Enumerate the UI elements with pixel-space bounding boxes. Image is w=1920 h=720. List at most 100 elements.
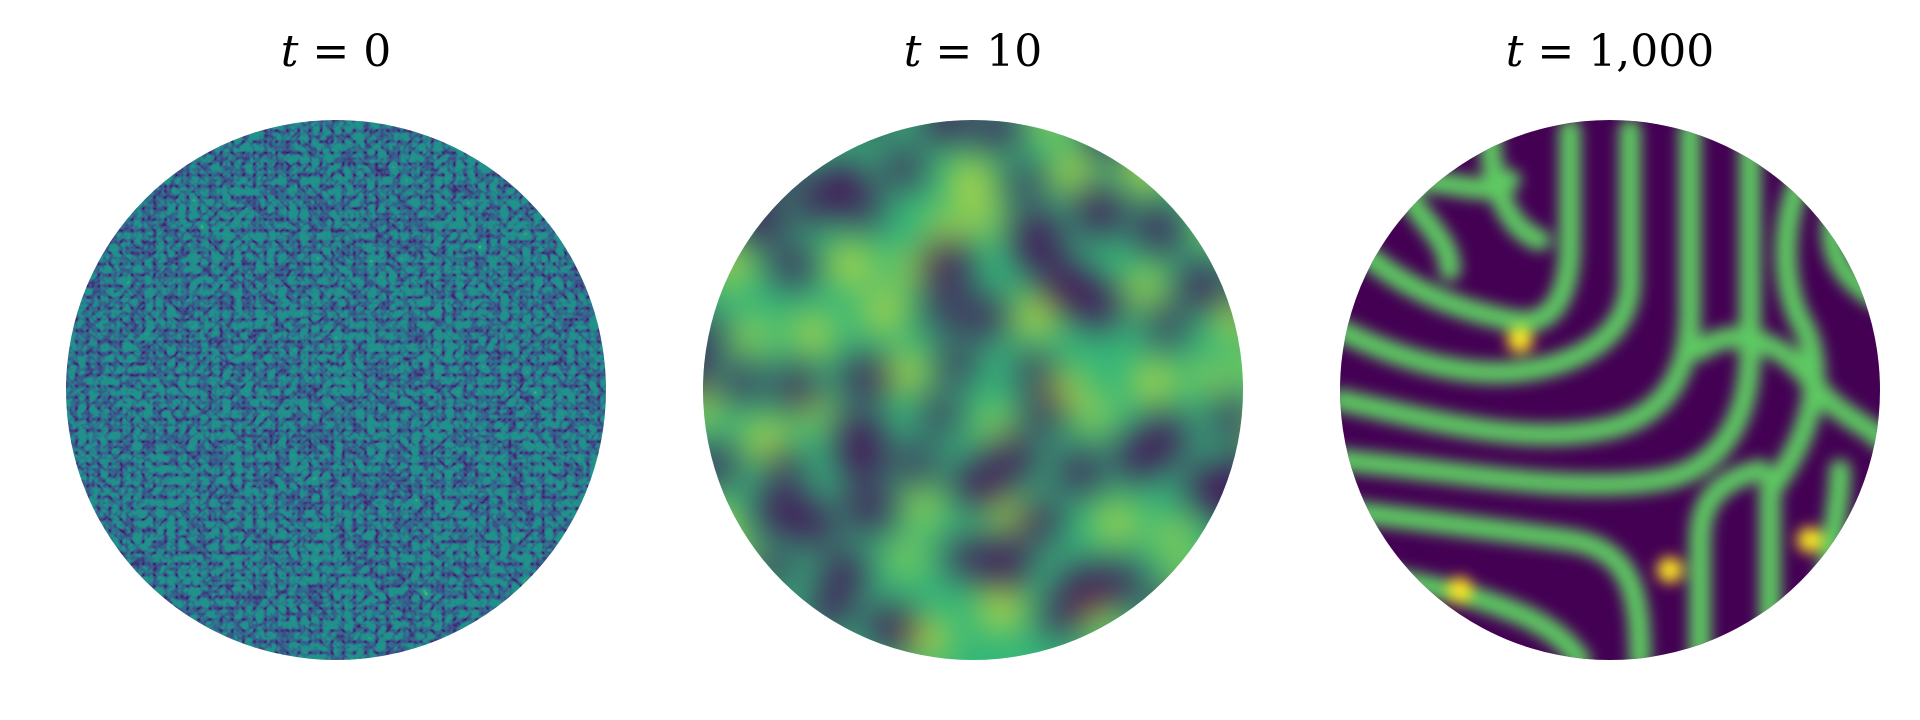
bright-dot (1657, 557, 1683, 583)
dark-spot (770, 453, 805, 489)
bright-spot (895, 545, 920, 570)
dark-spot (741, 120, 776, 153)
dark-spot (1149, 308, 1185, 345)
dark-spot (924, 244, 973, 292)
dark-spot (703, 250, 704, 261)
bright-dot (1447, 577, 1473, 603)
bright-spot (714, 251, 747, 283)
equals-sign: = (312, 26, 350, 77)
bright-spot (930, 214, 959, 243)
bright-spot (983, 590, 1020, 627)
dark-spot (723, 364, 761, 401)
panel-title: t = 0 (56, 22, 616, 82)
panel-t1000: t = 1,000 (1330, 0, 1890, 720)
bright-spot (703, 507, 732, 544)
bright-stripe (1340, 499, 1651, 660)
dark-spot (794, 184, 834, 224)
bright-stripe (1689, 326, 1880, 451)
bright-stripe (1759, 149, 1826, 660)
dark-spot (1179, 262, 1225, 308)
bright-spot (1137, 365, 1172, 400)
bright-spot (969, 206, 998, 234)
dark-spot (1184, 465, 1226, 507)
dark-spot (1152, 593, 1196, 637)
spots-field (703, 120, 1243, 660)
panel-t0: t = 0 (56, 0, 616, 720)
bright-spot (703, 393, 716, 423)
bright-stripe (1349, 619, 1461, 660)
bright-stripe (1816, 459, 1851, 660)
pattern-disk-spots (703, 120, 1243, 660)
bright-spot (983, 412, 1009, 438)
dark-spot (1041, 599, 1079, 636)
time-variable: t (280, 26, 299, 77)
panel-t10: t = 10 (693, 0, 1253, 720)
bright-spot (1242, 559, 1243, 568)
bright-spot (1100, 506, 1133, 539)
bright-spot (1202, 206, 1233, 237)
bright-dot (1827, 177, 1853, 203)
bright-spot (748, 422, 783, 456)
dark-spot (1238, 154, 1243, 183)
bright-stripe (1689, 459, 1771, 660)
dark-spot (1183, 139, 1221, 177)
bright-stripe (1340, 120, 1581, 333)
bright-spot (896, 254, 924, 282)
pattern-disk-noise (66, 120, 606, 660)
noise-field (66, 120, 606, 660)
bright-spot (867, 294, 901, 329)
dark-spot (711, 153, 758, 201)
dark-spot (789, 499, 835, 546)
dark-spot (883, 148, 923, 188)
dark-spot (737, 197, 784, 244)
time-value: 1,000 (1588, 26, 1715, 77)
bright-spot (890, 356, 924, 389)
bright-spot (909, 493, 938, 521)
bright-spot (1175, 570, 1204, 598)
bright-spot (703, 618, 731, 653)
time-variable: t (903, 26, 922, 77)
dark-spot (1058, 450, 1102, 494)
dark-spot (1075, 188, 1124, 237)
dark-spot (775, 366, 817, 408)
bright-stripe (1479, 120, 1551, 251)
spots-layer (703, 120, 1243, 657)
dark-spot (1239, 265, 1243, 286)
dark-spot (983, 538, 1032, 586)
noise-texture (66, 120, 606, 660)
dark-spot (845, 190, 882, 227)
bright-stripe (1340, 120, 1641, 384)
bright-spot (910, 621, 945, 656)
bright-spot (1083, 402, 1109, 428)
pattern-disk-stripes (1340, 120, 1880, 660)
bright-spot (1126, 152, 1162, 188)
equals-sign: = (935, 26, 973, 77)
time-variable: t (1505, 26, 1524, 77)
stripes-field (1340, 120, 1880, 660)
dark-spot (1059, 564, 1106, 611)
dark-spot (897, 444, 935, 482)
dark-spot (1017, 355, 1051, 390)
dark-spot (938, 346, 975, 383)
dark-spot (703, 356, 708, 384)
bright-spot (953, 163, 990, 200)
dark-spot (842, 356, 886, 400)
bright-dot (1387, 607, 1413, 633)
bright-stripe (1340, 120, 1701, 446)
dark-spot (1213, 401, 1243, 438)
bright-dot (1507, 327, 1533, 353)
bright-spot (1084, 605, 1113, 634)
dark-spot (753, 139, 799, 185)
dark-spot (993, 437, 1037, 481)
dark-spot (954, 459, 1002, 507)
dark-spot (755, 552, 791, 588)
bright-dot (1797, 527, 1823, 553)
bright-stripe (1340, 129, 1761, 496)
dark-spot (867, 605, 914, 652)
dark-spot (1075, 283, 1121, 329)
dark-spot (1103, 563, 1144, 604)
bright-spot (1130, 273, 1161, 303)
bright-spot (1159, 524, 1188, 553)
equals-sign: = (1537, 26, 1575, 77)
